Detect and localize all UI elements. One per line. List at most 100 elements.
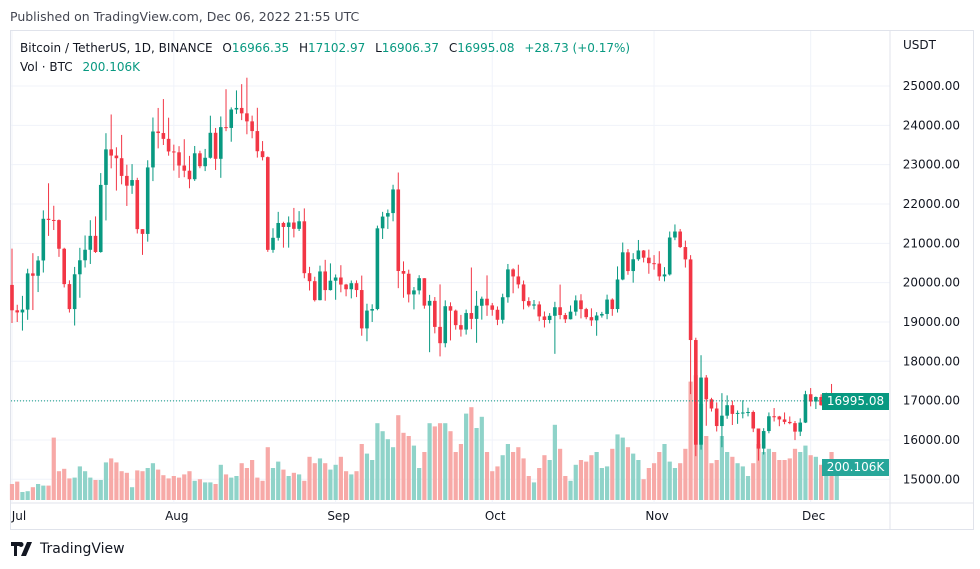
candle-body	[276, 222, 281, 238]
candle-body	[798, 422, 803, 432]
volume-bar	[41, 485, 46, 500]
volume-bar	[223, 474, 229, 500]
volume-bar	[36, 484, 41, 500]
candle-body	[412, 290, 416, 295]
candle-body	[172, 151, 176, 153]
candle-body	[678, 231, 682, 248]
volume-bar	[281, 469, 286, 500]
candle-body	[31, 273, 35, 276]
y-tick-label: 23000.00	[903, 158, 960, 172]
volume-bar	[808, 455, 813, 500]
volume-bar	[354, 471, 359, 500]
currency-label: USDT	[903, 38, 937, 52]
volume-bar	[208, 482, 213, 500]
candle-body	[662, 274, 667, 277]
volume-bar	[531, 482, 537, 500]
candle-body	[772, 416, 776, 418]
candle-body	[354, 283, 359, 291]
candle-body	[427, 300, 432, 306]
volume-bar	[150, 463, 156, 500]
tradingview-logo[interactable]: TradingView	[11, 541, 125, 557]
volume-bar	[526, 476, 531, 500]
volume-bar	[792, 448, 798, 500]
candle-body	[526, 301, 531, 306]
candle-body	[245, 113, 249, 122]
candle-body	[699, 377, 703, 445]
volume-bar	[25, 491, 30, 500]
volume-bar	[641, 479, 646, 500]
candle-body	[203, 157, 207, 167]
volume-bar	[135, 470, 140, 500]
candle-body	[474, 305, 479, 319]
volume-bar	[698, 404, 704, 500]
candle-body	[333, 277, 338, 281]
last-volume-tag: 200.106K	[822, 459, 889, 476]
candle-body	[359, 290, 364, 329]
candle-body	[339, 277, 343, 285]
volume-bar	[51, 437, 56, 500]
candle-body	[814, 397, 818, 402]
volume-bar	[547, 460, 552, 500]
candle-body	[187, 170, 192, 180]
volume-bar	[270, 468, 276, 500]
candle-body	[109, 149, 113, 156]
candle-body	[741, 412, 745, 414]
candle-body	[620, 252, 625, 280]
volume-bar	[432, 426, 437, 500]
candle-body	[15, 310, 20, 313]
low-value: 16906.37	[381, 41, 440, 55]
candle-body	[516, 276, 521, 285]
volume-label[interactable]: Vol · BTC	[20, 60, 73, 74]
candle-body	[307, 273, 312, 282]
volume-bar	[234, 476, 239, 500]
candle-body	[761, 431, 766, 449]
low-label: L	[375, 41, 382, 55]
volume-bar	[594, 452, 599, 500]
volume-bar	[615, 434, 620, 500]
candle-body	[547, 315, 552, 320]
chart-frame[interactable]	[10, 30, 974, 530]
candle-body	[98, 184, 103, 253]
candle-body	[594, 315, 599, 321]
volume-bar	[192, 480, 197, 500]
candle-body	[667, 237, 672, 275]
candle-body	[704, 377, 709, 400]
volume-bar	[667, 461, 672, 500]
change-value: +28.73 (+0.17%)	[524, 41, 631, 55]
candle-body	[756, 428, 761, 449]
volume-bar	[678, 463, 683, 500]
x-tick-label: Sep	[327, 509, 350, 523]
volume-bar	[777, 460, 782, 500]
volume-bar	[93, 480, 98, 500]
volume-bar	[537, 468, 542, 500]
candle-body	[521, 284, 526, 302]
candle-body	[500, 297, 505, 320]
volume-bar	[312, 463, 317, 500]
volume-bar	[411, 445, 417, 500]
volume-bar	[203, 482, 208, 500]
candle-body	[615, 279, 620, 310]
volume-bar	[129, 487, 135, 500]
volume-bar	[15, 481, 20, 500]
volume-bar	[620, 437, 625, 500]
volume-bar	[552, 424, 557, 500]
volume-bar	[385, 439, 390, 500]
volume-bar	[109, 458, 114, 500]
candle-body	[631, 259, 635, 272]
candle-body	[271, 237, 275, 250]
candle-body	[51, 219, 56, 221]
candle-body	[647, 257, 651, 264]
candle-body	[78, 260, 82, 275]
volume-bar	[182, 474, 187, 500]
candle-body	[62, 248, 66, 285]
volume-bar	[599, 468, 604, 500]
symbol-title[interactable]: Bitcoin / TetherUS, 1D, BINANCE	[20, 41, 213, 55]
candle-body	[286, 222, 291, 227]
candle-body	[349, 283, 354, 290]
candle-body	[46, 218, 51, 220]
volume-bar	[291, 472, 296, 500]
volume-bar	[370, 460, 375, 500]
volume-bar	[239, 463, 244, 500]
candle-body	[375, 228, 380, 310]
